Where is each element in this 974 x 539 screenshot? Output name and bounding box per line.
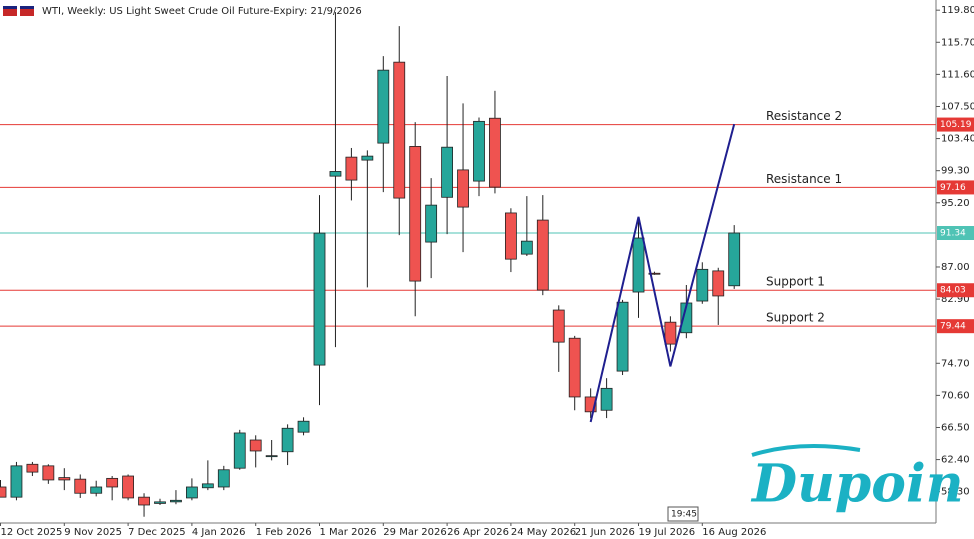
candle-body [74,478,87,494]
y-tick-label: 111.60 [941,69,974,80]
level-name: Resistance 2 [766,109,842,123]
candle-body [58,477,71,481]
candle-body [632,237,645,293]
candle-body [185,486,198,499]
candle-body [616,301,629,372]
y-tick-label: 62.40 [941,455,970,466]
candle-body [425,204,438,243]
x-tick-label: 9 Nov 2025 [64,527,122,538]
candle-body [233,432,246,469]
price-label: 91.34 [940,229,966,239]
candle-body [361,155,374,161]
candle-body [536,219,549,291]
x-tick-label: 1 Feb 2026 [256,527,312,538]
level-name: Support 2 [766,311,825,325]
y-tick-label: 115.70 [941,37,974,48]
x-tick-label: 19 Jul 2026 [639,527,696,538]
x-tick-label: 4 Jan 2026 [192,527,246,538]
candle-body [42,465,55,481]
x-tick-label: 26 Apr 2026 [447,527,509,538]
y-tick-label: 119.80 [941,5,974,16]
candle-body [600,387,613,411]
candle-body [329,171,342,177]
candle-body [345,156,358,181]
candle-body [122,475,134,499]
price-label-box [937,226,974,241]
x-tick-label: 21 Jun 2026 [575,527,635,538]
y-tick-label: 74.70 [941,358,970,369]
candle-body [457,169,469,208]
y-tick-label: 58.30 [941,487,970,498]
watermark: Dupoin [750,444,964,515]
pattern-line [589,123,736,423]
candle-body [664,321,677,345]
level-name: Resistance 1 [766,172,842,186]
level-label: 97.16 [940,183,966,193]
level-label-box [937,180,974,195]
candle-body [201,483,214,489]
candle-body [648,272,661,275]
level-label: 105.19 [940,120,972,130]
level-name: Support 1 [766,275,825,289]
candle-body [313,232,326,366]
level-label-box [937,283,974,298]
candle-body [728,232,741,287]
candle-body [504,212,517,260]
y-tick-label: 107.50 [941,101,974,112]
time-box-label: 19:45 [671,510,697,520]
y-tick-label: 95.20 [941,198,970,209]
y-tick-label: 87.00 [941,262,970,273]
y-tick-label: 70.60 [941,390,970,401]
candle-body [154,501,166,504]
candle-body [90,486,103,494]
y-tick-label: 66.50 [941,422,970,433]
candle-body [441,146,454,198]
candle-body [712,270,725,297]
candle-body [568,337,581,398]
candle-body [265,455,278,458]
candle-body [10,465,23,498]
candle-body [297,420,310,433]
candle-body [696,268,709,302]
candle-body [26,463,39,473]
time-box [667,506,699,522]
x-tick-label: 7 Dec 2025 [128,527,186,538]
candle-body [393,61,406,199]
x-tick-label: 24 May 2026 [511,527,576,538]
level-label-box [937,117,974,132]
candle-body [377,69,390,144]
candle-body [138,496,150,506]
candle-body [409,146,422,282]
candle-body [473,120,485,182]
candle-body [489,117,501,188]
level-label: 84.03 [940,286,966,296]
x-tick-label: 1 Mar 2026 [320,527,377,538]
chart-title: WTI, Weekly: US Light Sweet Crude Oil Fu… [42,6,362,17]
x-tick-label: 12 Oct 2025 [1,527,63,538]
candle-body [249,439,262,452]
candle-body [281,427,294,453]
candle-body [106,477,119,488]
x-tick-label: 29 Mar 2026 [383,527,446,538]
candle-body [170,499,182,503]
level-label: 79.44 [940,322,966,332]
x-tick-label: 16 Aug 2026 [702,527,766,538]
candle-body [584,396,597,413]
y-tick-label: 82.90 [941,294,970,305]
y-tick-label: 103.40 [941,134,974,145]
candle-body [217,469,230,488]
candle-body [520,240,533,255]
candle-body [0,486,7,498]
watermark-text: Dupoin [750,454,964,515]
level-label-box [937,319,974,334]
y-tick-label: 99.30 [941,166,970,177]
candle-body [552,309,565,343]
symbol-icon [3,6,34,16]
